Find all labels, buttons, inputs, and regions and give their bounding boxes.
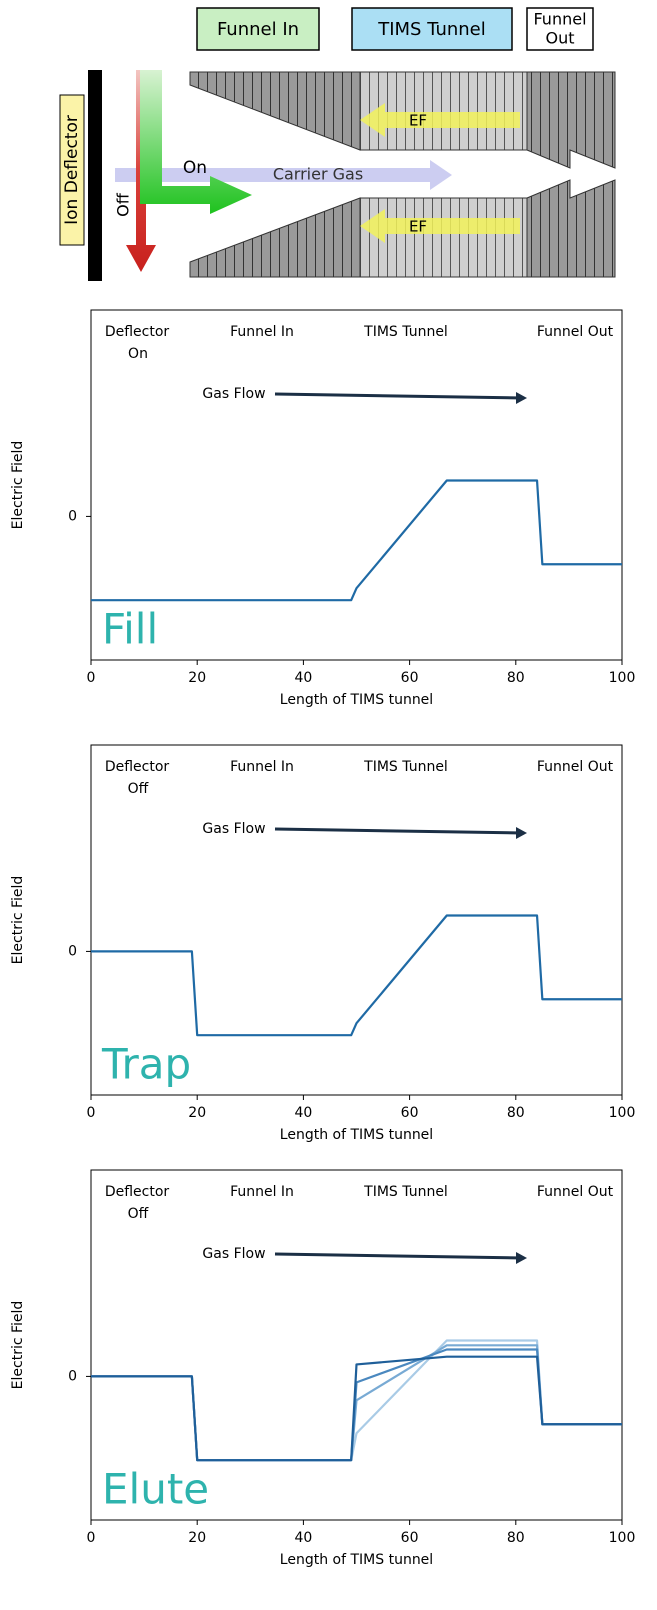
funnel-in-box [196,7,320,51]
annotation: Funnel In [230,1184,294,1200]
funnel-in-upper [189,71,361,151]
deflector-bar [88,70,102,281]
annotation: TIMS Tunnel [363,1184,448,1200]
plot-frame [90,309,623,661]
gas-flow-arrow [274,392,523,400]
panel-label: Trap [101,1040,191,1089]
ef-label: EF [409,112,427,130]
annotation: Funnel Out [537,1184,614,1200]
y-axis-label: Electric Field [10,441,26,530]
annotation: Gas Flow [202,1246,265,1262]
annotation: Funnel Out [537,759,614,775]
x-tick-label: 60 [401,1105,419,1121]
y-axis-label: Electric Field [10,876,26,965]
funnel-out-label: Out [545,29,574,48]
annotation: Off [128,1206,149,1222]
annotation: Off [128,781,149,797]
annotation: Gas Flow [202,821,265,837]
ef-arrow [360,103,520,137]
funnel-out-box [526,7,594,51]
x-tick-label: 40 [294,670,312,686]
panel-label: Fill [102,605,158,654]
funnel-out-label: Funnel [533,10,586,29]
annotation: Deflector [105,324,170,340]
x-tick-label: 0 [87,670,96,686]
y-tick-label: 0 [68,508,77,524]
on-arrow [140,70,252,214]
carrier-gas-arrow [115,160,452,190]
annotation: Deflector [105,759,170,775]
tims-tunnel-box [351,7,513,51]
x-tick-label: 20 [188,1530,206,1546]
gas-flow-arrowhead [516,827,527,839]
x-tick-label: 0 [87,1105,96,1121]
gas-flow-arrowhead [516,1252,527,1264]
plot-frame [90,744,623,1096]
off-label: Off [114,192,133,217]
annotation: Funnel In [230,759,294,775]
ion-deflector-box [59,94,85,246]
line-series [91,479,622,602]
carrier-gas-label: Carrier Gas [273,165,363,184]
gas-flow-arrow [274,827,523,835]
ion-deflector-label: Ion Deflector [62,115,82,225]
y-axis-label: Electric Field [10,1301,26,1390]
diagram: Funnel In TIMS Tunnel Funnel Out EF EF C… [59,7,616,281]
annotation: Gas Flow [202,386,265,402]
x-tick-label: 100 [609,1105,636,1121]
x-tick-label: 80 [507,670,525,686]
x-tick-label: 20 [188,670,206,686]
x-tick-label: 100 [609,1530,636,1546]
panel-label: Elute [102,1465,209,1514]
annotation: Deflector [105,1184,170,1200]
chart: 0 20 40 60 80 100 0 Length of TIMS tunnel Electr… [10,309,636,708]
annotation: Funnel Out [537,324,614,340]
x-axis-label: Length of TIMS tunnel [280,692,433,708]
gas-flow-arrow [274,1252,523,1260]
annotation: TIMS Tunnel [363,759,448,775]
tims-lower [359,197,528,278]
on-label: On [183,158,207,178]
ef-arrow [360,209,520,243]
funnel-out-lower [526,179,616,278]
tims-tunnel-label: TIMS Tunnel [377,19,486,40]
line-series [91,914,622,1037]
funnel-out-upper [526,71,616,169]
line-series [91,1355,622,1462]
funnel-in-label: Funnel In [217,19,299,40]
y-tick-label: 0 [68,1368,77,1384]
x-tick-label: 0 [87,1530,96,1546]
x-axis-label: Length of TIMS tunnel [280,1127,433,1143]
annotation: On [128,346,148,362]
x-tick-label: 40 [294,1530,312,1546]
chart: 0 20 40 60 80 100 0 Length of TIMS tunnel Electr… [10,744,636,1143]
chart: 0 20 40 60 80 100 0 Length of TIMS tunnel Electr… [10,1169,636,1568]
annotation: Funnel In [230,324,294,340]
tims-upper [359,71,528,151]
annotation: TIMS Tunnel [363,324,448,340]
ef-label: EF [409,218,427,236]
x-tick-label: 60 [401,670,419,686]
x-tick-label: 20 [188,1105,206,1121]
gas-flow-arrowhead [516,392,527,404]
x-tick-label: 80 [507,1105,525,1121]
x-tick-label: 40 [294,1105,312,1121]
y-tick-label: 0 [68,943,77,959]
x-tick-label: 100 [609,670,636,686]
x-tick-label: 80 [507,1530,525,1546]
x-axis-label: Length of TIMS tunnel [280,1552,433,1568]
x-tick-label: 60 [401,1530,419,1546]
